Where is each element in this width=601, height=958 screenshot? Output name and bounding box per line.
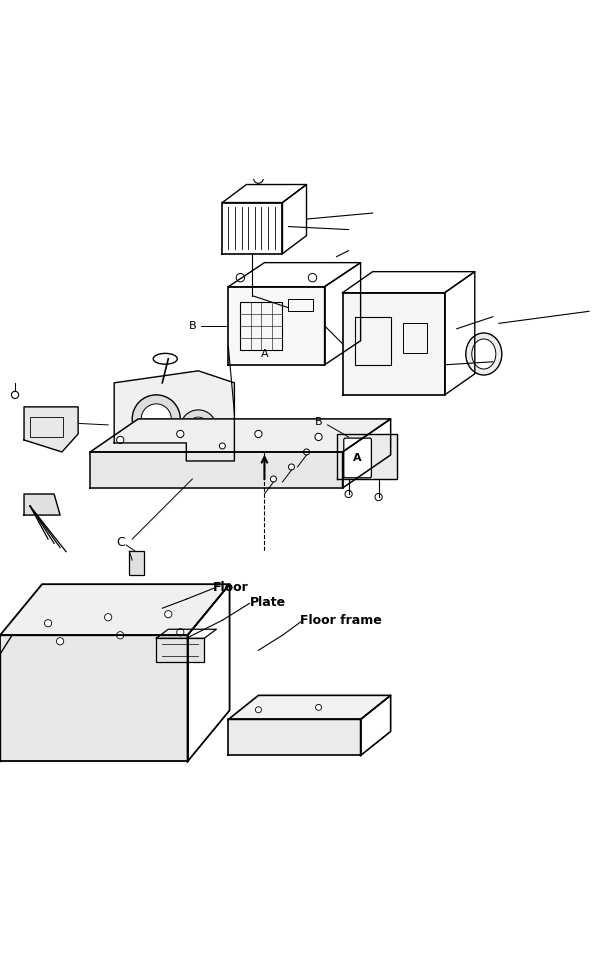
- Polygon shape: [228, 696, 391, 719]
- Circle shape: [255, 430, 262, 438]
- Polygon shape: [24, 494, 60, 515]
- Polygon shape: [90, 452, 343, 488]
- Circle shape: [345, 490, 352, 497]
- Text: Plate: Plate: [249, 596, 285, 608]
- Circle shape: [219, 443, 225, 449]
- Circle shape: [308, 273, 317, 282]
- Polygon shape: [90, 419, 391, 452]
- Ellipse shape: [153, 354, 177, 364]
- Ellipse shape: [472, 339, 496, 369]
- Bar: [156, 638, 204, 662]
- Circle shape: [105, 614, 112, 621]
- Circle shape: [117, 631, 124, 639]
- Circle shape: [165, 610, 172, 618]
- Bar: [129, 551, 144, 575]
- Bar: [355, 317, 391, 365]
- Circle shape: [141, 404, 171, 434]
- Text: A: A: [261, 349, 268, 359]
- Polygon shape: [337, 434, 397, 479]
- Circle shape: [375, 493, 382, 501]
- Text: B: B: [189, 321, 196, 331]
- Circle shape: [270, 476, 276, 482]
- Bar: [288, 299, 313, 310]
- Circle shape: [288, 464, 294, 470]
- Circle shape: [316, 704, 322, 711]
- Text: A: A: [353, 453, 362, 463]
- Polygon shape: [24, 407, 78, 452]
- Text: C: C: [116, 536, 124, 549]
- Circle shape: [56, 638, 64, 645]
- Text: Floor: Floor: [213, 581, 249, 594]
- Ellipse shape: [466, 333, 502, 375]
- Circle shape: [177, 628, 184, 636]
- Polygon shape: [343, 293, 445, 395]
- Bar: [240, 302, 282, 350]
- Bar: [403, 323, 427, 353]
- Polygon shape: [0, 635, 188, 762]
- Circle shape: [44, 620, 52, 627]
- Text: B: B: [315, 417, 322, 427]
- Circle shape: [304, 449, 310, 455]
- Polygon shape: [228, 719, 361, 756]
- Bar: [30, 417, 63, 437]
- Circle shape: [236, 273, 245, 282]
- Circle shape: [132, 395, 180, 443]
- Text: Floor frame: Floor frame: [300, 614, 382, 627]
- Circle shape: [254, 173, 263, 183]
- Circle shape: [255, 707, 261, 713]
- Circle shape: [188, 417, 209, 439]
- Circle shape: [11, 391, 19, 399]
- Polygon shape: [228, 286, 325, 365]
- Circle shape: [315, 433, 322, 441]
- Polygon shape: [114, 371, 234, 461]
- FancyBboxPatch shape: [344, 438, 371, 478]
- Polygon shape: [0, 584, 230, 635]
- Circle shape: [180, 410, 216, 445]
- Circle shape: [117, 436, 124, 444]
- Circle shape: [177, 430, 184, 438]
